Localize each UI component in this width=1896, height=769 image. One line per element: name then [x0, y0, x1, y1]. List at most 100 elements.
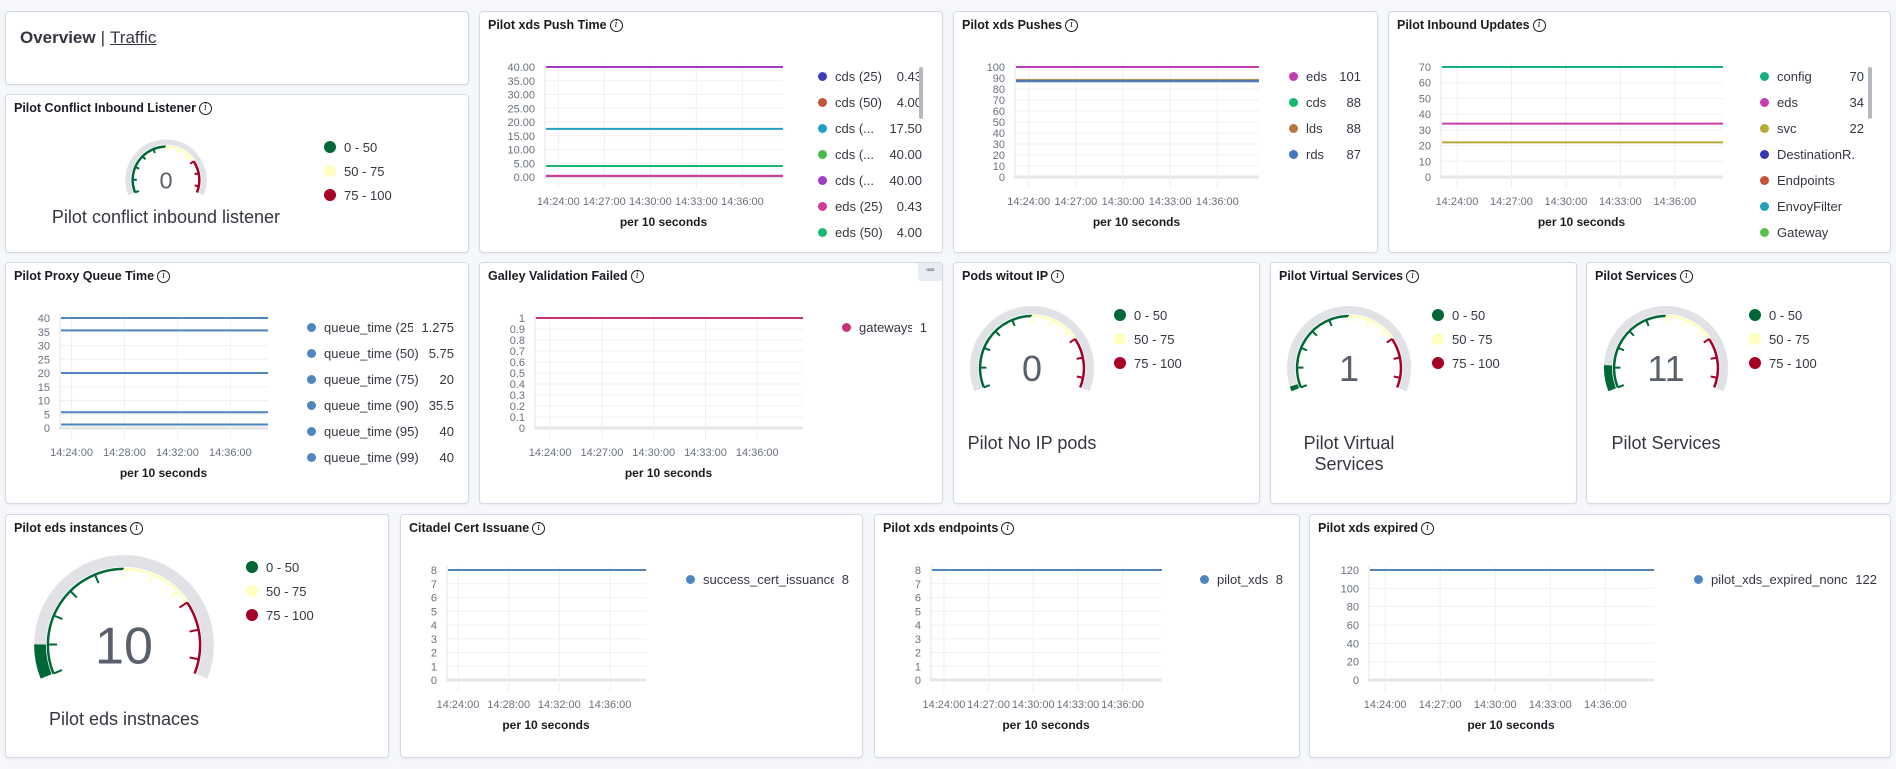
legend-item[interactable]: cds (... 40.00 — [818, 167, 922, 193]
legend-label: queue_time (99) — [324, 449, 419, 465]
gauge-tick — [1380, 330, 1387, 337]
legend-item[interactable]: 50 - 75 — [1114, 327, 1214, 351]
legend-item[interactable]: queue_time (50) 5.75 — [307, 340, 454, 366]
info-icon[interactable]: i — [1680, 269, 1693, 283]
panel-menu-button[interactable]: ▫▫▫ — [918, 263, 942, 281]
legend-item[interactable]: lds 88 — [1289, 115, 1361, 141]
gauge-value: 0 — [159, 167, 172, 193]
legend-scrollbar[interactable] — [1868, 67, 1872, 119]
gauge-tick — [1628, 330, 1635, 337]
legend-item[interactable]: queue_time (90) 35.5 — [307, 392, 454, 418]
legend-label: eds (50) — [835, 224, 883, 240]
legend-item[interactable]: 75 - 100 — [1432, 351, 1532, 375]
gauge-track — [125, 139, 207, 196]
legend-label: pilot_xds — [1217, 571, 1268, 587]
legend-label: eds — [1306, 68, 1327, 84]
nav-traffic-link[interactable]: Traffic — [110, 28, 157, 47]
gauge-range-arc — [192, 160, 201, 193]
legend-dot — [1749, 357, 1761, 369]
info-icon[interactable]: i — [1001, 521, 1015, 535]
y-tick-label: 0 — [1353, 675, 1359, 687]
gauge-range-arc — [978, 314, 1033, 388]
legend-item[interactable]: 0 - 50 — [1114, 303, 1214, 327]
legend-item[interactable]: svc 22 — [1760, 115, 1864, 141]
legend-item[interactable]: cds (... 17.50 — [818, 115, 922, 141]
legend-item[interactable]: pilot_xds_expired_nonce 122 — [1694, 566, 1877, 592]
legend-item[interactable]: eds (25) 0.43 — [818, 193, 922, 219]
legend-item[interactable]: queue_time (99) 40 — [307, 444, 454, 470]
legend-item[interactable]: DestinationR... — [1760, 141, 1864, 167]
legend-item[interactable]: 0 - 50 — [1749, 303, 1849, 327]
x-tick-label: 14:27:00 — [581, 447, 624, 459]
legend-item[interactable]: Gateway — [1760, 219, 1864, 245]
legend-item[interactable]: 50 - 75 — [324, 159, 424, 183]
legend-item[interactable]: 75 - 100 — [1114, 351, 1214, 375]
legend-item[interactable]: cds (25) 0.43 — [818, 63, 922, 89]
nav-panel: Overview | Traffic — [5, 11, 469, 85]
legend-item[interactable]: Endpoints — [1760, 167, 1864, 193]
gauge-tick — [1645, 319, 1650, 327]
legend-scrollbar[interactable] — [919, 67, 923, 119]
legend-item[interactable]: config 70 — [1760, 63, 1864, 89]
legend-dot — [818, 149, 827, 159]
legend-item[interactable]: queue_time (95) 40 — [307, 418, 454, 444]
legend-item[interactable]: eds (50) 4.00 — [818, 219, 922, 245]
info-icon[interactable]: i — [198, 101, 212, 115]
legend-item[interactable]: eds 34 — [1760, 89, 1864, 115]
gauge-tick — [1311, 330, 1318, 337]
x-tick-label: 14:27:00 — [1054, 196, 1097, 208]
info-icon[interactable]: i — [630, 269, 644, 283]
legend-label: queue_time (75) — [324, 371, 419, 387]
info-icon[interactable]: i — [130, 521, 144, 535]
legend-item[interactable]: 0 - 50 — [324, 135, 424, 159]
legend-item[interactable]: EnvoyFilter — [1760, 193, 1864, 219]
legend-item[interactable]: rds 87 — [1289, 141, 1361, 167]
legend-item[interactable]: pilot_xds 8 — [1200, 566, 1283, 592]
info-icon[interactable]: i — [1406, 269, 1420, 283]
legend-item[interactable]: 0 - 50 — [246, 555, 346, 579]
chart-panel-xds-pushes: Pilot xds Pushes i 0 10 20 30 40 50 60 70 80 90 100 1… — [953, 11, 1378, 253]
legend-label: cds (50) — [835, 94, 882, 110]
legend-label: config — [1777, 68, 1812, 84]
legend-item[interactable]: cds 88 — [1289, 89, 1361, 115]
gauge-tick — [1682, 319, 1687, 327]
info-icon[interactable]: i — [609, 18, 623, 32]
y-tick-label: 10 — [993, 161, 1005, 173]
y-tick-label: 1 — [519, 313, 525, 325]
legend-dot — [324, 165, 336, 177]
legend: success_cert_issuance 8 — [686, 566, 849, 592]
info-icon[interactable]: i — [1051, 269, 1065, 283]
legend-item[interactable]: 75 - 100 — [1749, 351, 1849, 375]
legend-label: 75 - 100 — [1134, 355, 1182, 371]
legend-item[interactable]: cds (... 40.00 — [818, 141, 922, 167]
y-tick-label: 40 — [1347, 638, 1359, 650]
x-axis-title: per 10 seconds — [625, 466, 713, 480]
info-icon[interactable]: i — [1065, 18, 1079, 32]
legend-item[interactable]: 50 - 75 — [1749, 327, 1849, 351]
info-icon[interactable]: i — [157, 269, 171, 283]
legend-item[interactable]: 75 - 100 — [324, 183, 424, 207]
info-icon[interactable]: i — [1532, 18, 1546, 32]
legend-item[interactable]: cds (50) 4.00 — [818, 89, 922, 115]
legend-item[interactable]: queue_time (75) 20 — [307, 366, 454, 392]
y-tick-label: 7 — [915, 579, 921, 591]
legend-label: cds (... — [835, 172, 875, 188]
gauge-track — [1287, 305, 1411, 392]
legend-item[interactable]: 75 - 100 — [246, 603, 346, 627]
legend-item[interactable]: gateways 1 — [842, 314, 927, 340]
y-tick-label: 5.00 — [514, 158, 535, 170]
gauge-tick — [994, 330, 1001, 337]
legend-item[interactable]: 50 - 75 — [1432, 327, 1532, 351]
legend-item[interactable]: eds 101 — [1289, 63, 1361, 89]
info-icon[interactable]: i — [1421, 521, 1435, 535]
legend-item[interactable]: queue_time (25) 1.275 — [307, 314, 454, 340]
legend-item[interactable]: 0 - 50 — [1432, 303, 1532, 327]
legend-dot — [1432, 357, 1444, 369]
legend-item[interactable]: 50 - 75 — [246, 579, 346, 603]
y-tick-label: 0 — [915, 675, 921, 687]
x-tick-label: 14:36:00 — [1101, 699, 1144, 711]
legend-item[interactable]: success_cert_issuance 8 — [686, 566, 849, 592]
legend-label: cds (... — [835, 146, 875, 162]
chart-panel-galley-validation: Galley Validation Failed i ▫▫▫ 0 0.1 0.2 0.3 0.… — [479, 262, 943, 504]
info-icon[interactable]: i — [532, 521, 546, 535]
